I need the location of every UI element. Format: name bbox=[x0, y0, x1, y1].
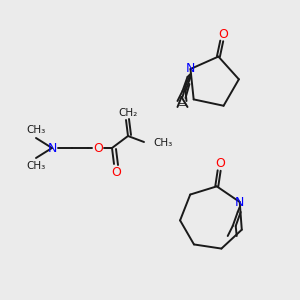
Text: CH₃: CH₃ bbox=[26, 161, 46, 171]
Text: CH₃: CH₃ bbox=[26, 125, 46, 135]
Text: O: O bbox=[215, 157, 225, 170]
Text: O: O bbox=[93, 142, 103, 154]
Text: O: O bbox=[218, 28, 228, 40]
Text: CH₃: CH₃ bbox=[153, 138, 172, 148]
Text: N: N bbox=[235, 196, 244, 208]
Text: N: N bbox=[186, 62, 195, 76]
Text: O: O bbox=[111, 166, 121, 178]
Text: =: = bbox=[178, 100, 187, 110]
Text: N: N bbox=[47, 142, 57, 154]
Text: CH₂: CH₂ bbox=[118, 108, 138, 118]
